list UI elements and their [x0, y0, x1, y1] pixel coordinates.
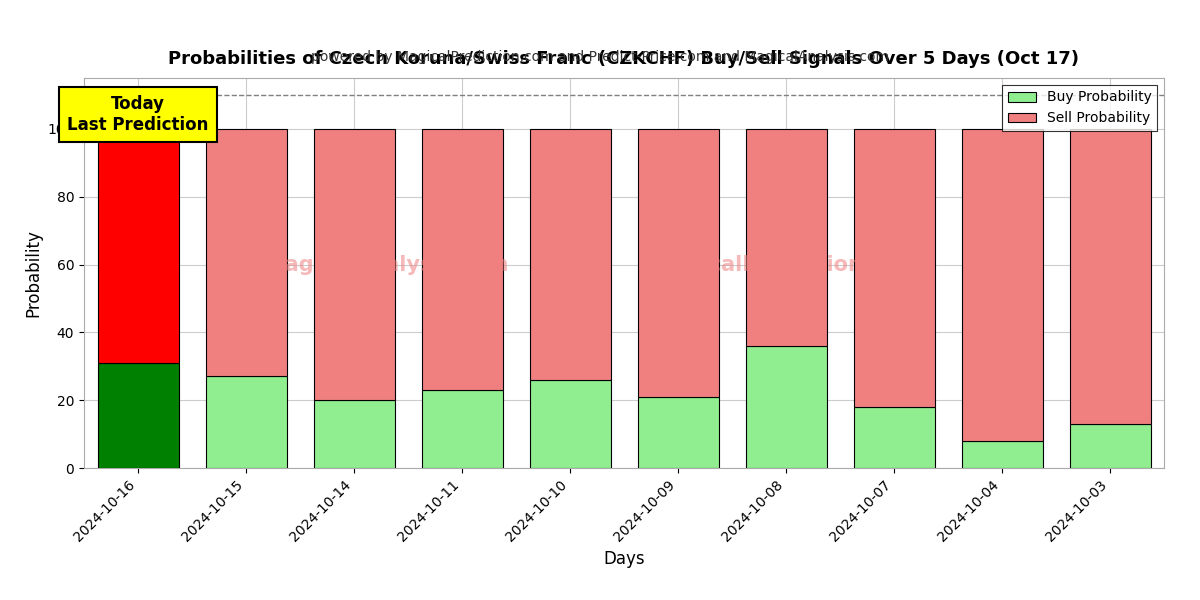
Bar	[961, 129, 1043, 441]
Bar	[853, 129, 935, 407]
Bar	[1069, 424, 1151, 468]
Bar	[745, 129, 827, 346]
Bar	[97, 363, 179, 468]
X-axis label: Days: Days	[604, 550, 644, 568]
Bar	[853, 407, 935, 468]
Bar	[745, 346, 827, 468]
Bar	[637, 397, 719, 468]
Legend: Buy Probability, Sell Probability: Buy Probability, Sell Probability	[1002, 85, 1157, 131]
Bar	[637, 129, 719, 397]
Bar	[313, 400, 395, 468]
Bar	[205, 129, 287, 376]
Bar	[1069, 129, 1151, 424]
Bar	[961, 441, 1043, 468]
Text: MagicalAnalysis.com: MagicalAnalysis.com	[264, 255, 509, 275]
Text: Today
Last Prediction: Today Last Prediction	[67, 95, 209, 134]
Title: Probabilities of Czech Koruna/Swiss Franc (CZKCHF) Buy/Sell Signals Over 5 Days : Probabilities of Czech Koruna/Swiss Fran…	[168, 50, 1080, 68]
Bar	[421, 129, 503, 390]
Bar	[529, 129, 611, 380]
Bar	[313, 129, 395, 400]
Y-axis label: Probability: Probability	[24, 229, 42, 317]
Bar	[97, 129, 179, 363]
Bar	[421, 390, 503, 468]
Bar	[529, 380, 611, 468]
Text: MagicalPrediction.com: MagicalPrediction.com	[653, 255, 919, 275]
Bar	[205, 376, 287, 468]
Text: powered by MagicalPrediction.com and Predict-Price.com and MagicalAnalysis.com: powered by MagicalPrediction.com and Pre…	[311, 50, 889, 64]
